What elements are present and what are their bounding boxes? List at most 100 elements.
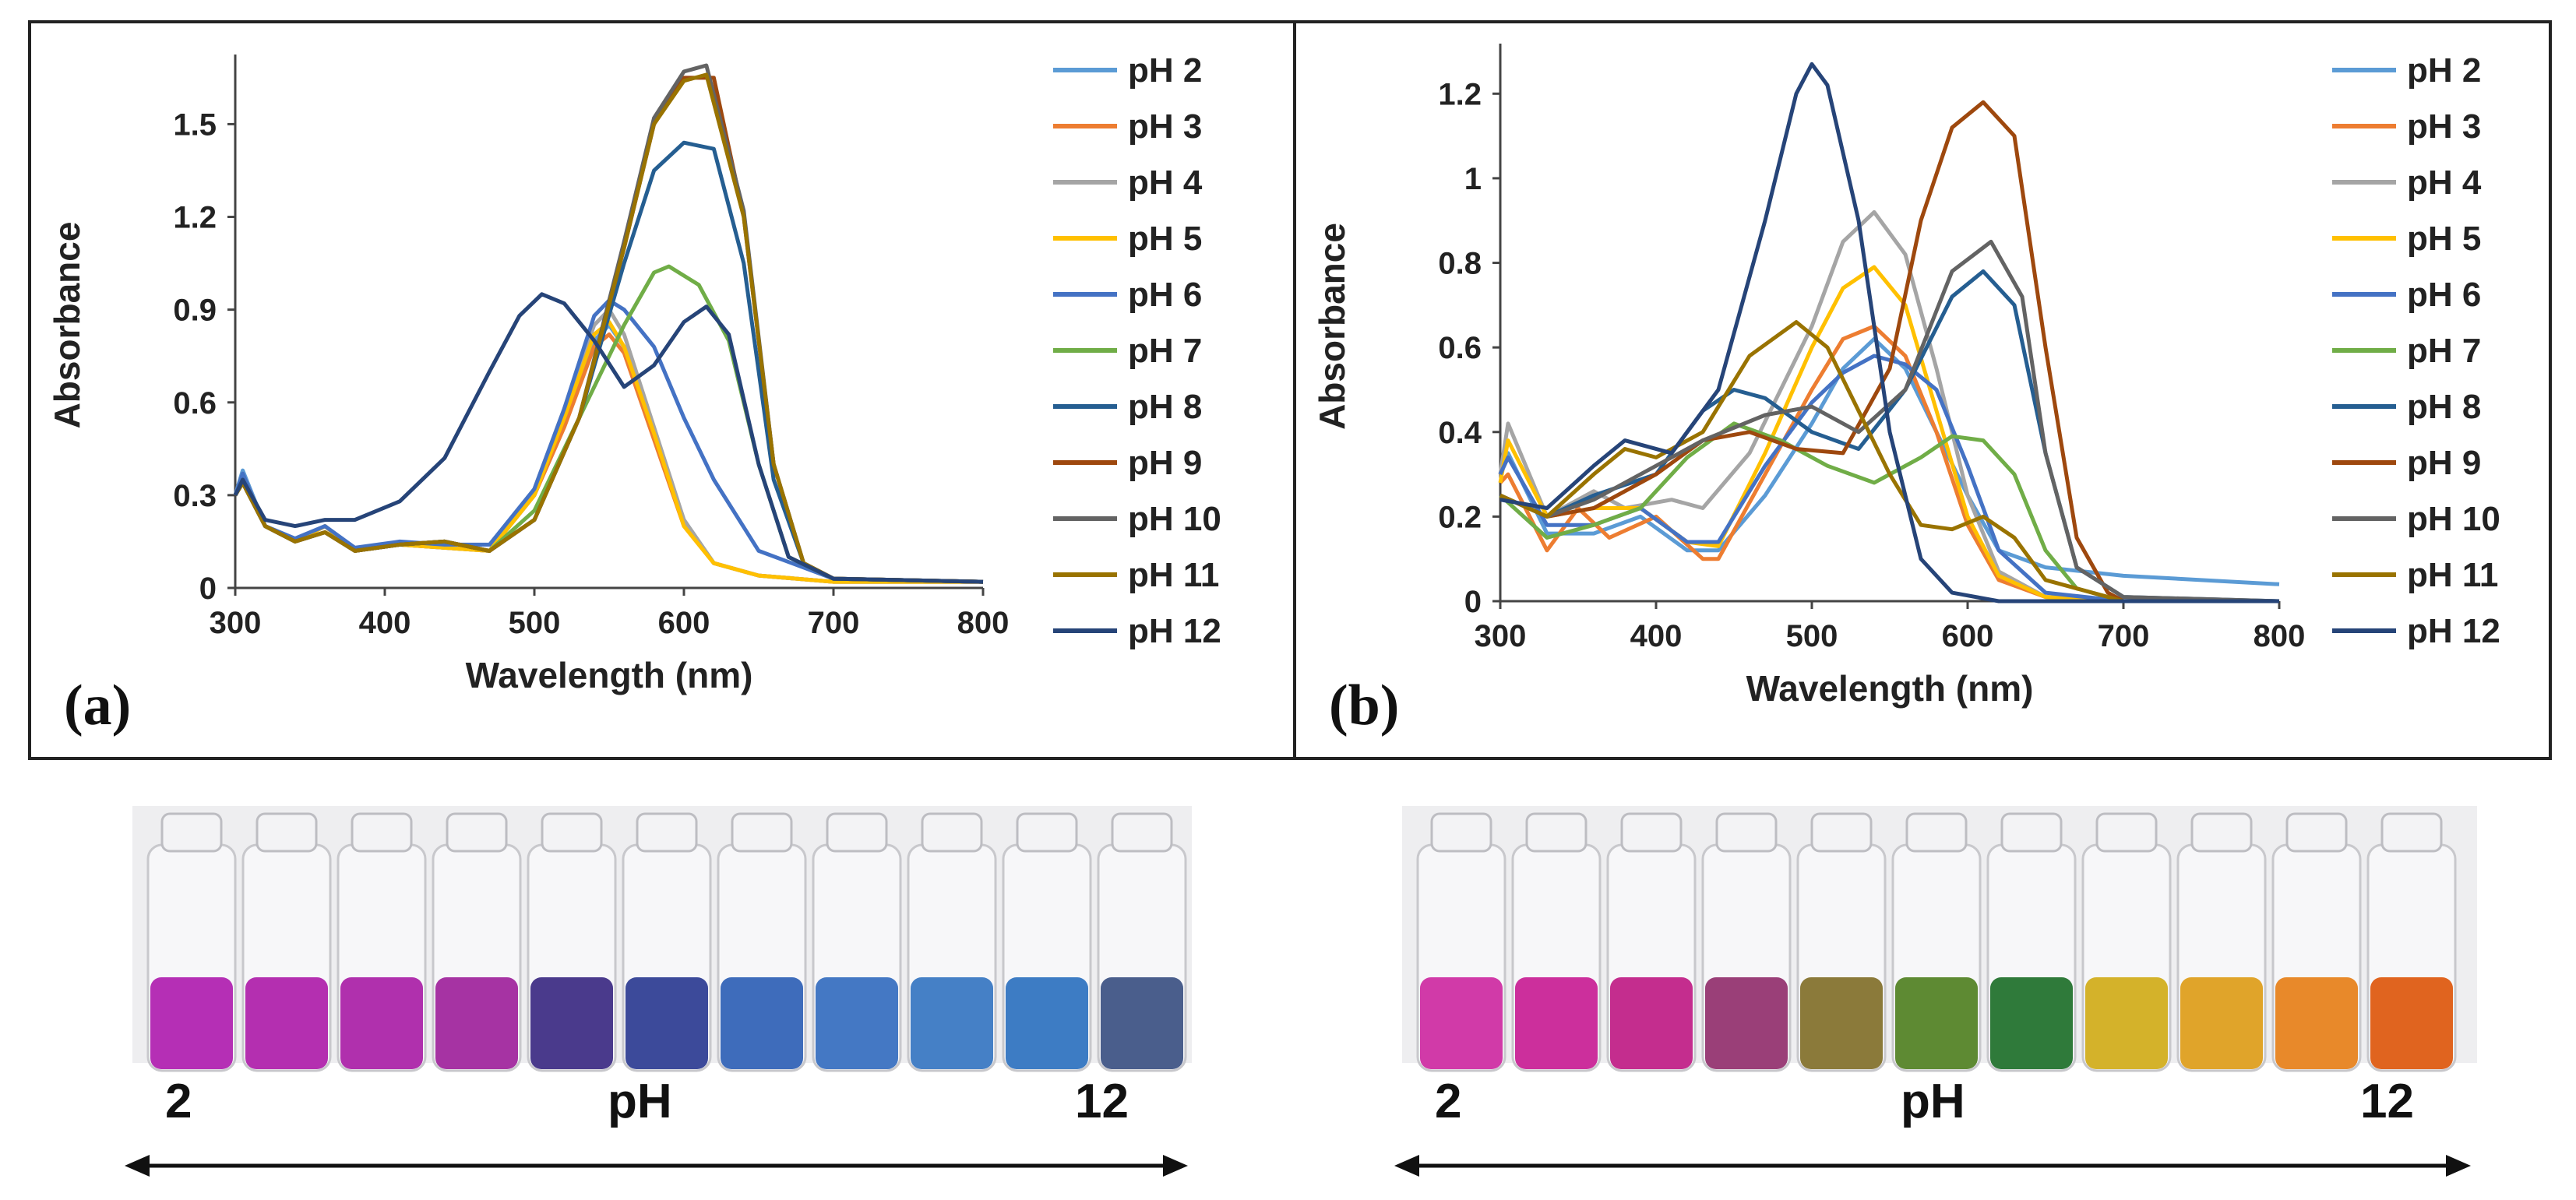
chart-a-legend-label: pH 8 [1128, 388, 1202, 426]
chart-b-y-tick-label: 1.2 [1438, 77, 1482, 111]
chart-a-y-tick-label: 1.2 [173, 201, 217, 235]
chart-b-y-tick-label: 0.6 [1438, 331, 1482, 365]
photo-a-vial-liquid [1006, 977, 1088, 1069]
chart-b-x-tick-label: 800 [2254, 619, 2306, 653]
photo-b-ph-start: 2 [1435, 1075, 1461, 1128]
chart-panels-frame [28, 20, 2552, 760]
chart-b-x-tick-label: 700 [2098, 619, 2150, 653]
chart-b-y-tick-label: 0.4 [1438, 416, 1482, 450]
chart-a-x-tick-label: 600 [658, 606, 710, 640]
chart-a-x-tick-label: 400 [359, 606, 411, 640]
chart-b-panel-label: (b) [1329, 674, 1399, 737]
photo-a-ph-end: 12 [1075, 1075, 1129, 1128]
photo-b-vial-liquid [1990, 977, 2073, 1069]
chart-a-x-tick-label: 700 [808, 606, 860, 640]
chart-a-legend-label: pH 12 [1128, 612, 1221, 650]
chart-b-x-tick-label: 400 [1630, 619, 1683, 653]
chart-b-legend-label: pH 9 [2407, 444, 2481, 482]
chart-b-legend-label: pH 3 [2407, 107, 2481, 146]
photo-b-vial-neck [2095, 812, 2158, 853]
chart-b-y-axis-title: Absorbance [1312, 223, 1352, 430]
chart-a-x-tick-label: 500 [509, 606, 561, 640]
photo-b-vial-neck [2000, 812, 2063, 853]
chart-a-legend-label: pH 6 [1128, 276, 1202, 314]
chart-b-legend-label: pH 4 [2407, 164, 2482, 202]
photo-a-vial-neck [351, 812, 413, 853]
photo-b-vial-liquid [2180, 977, 2263, 1069]
chart-b-legend-label: pH 2 [2407, 51, 2481, 90]
chart-a-x-tick-label: 800 [957, 606, 1010, 640]
chart-a-legend-label: pH 9 [1128, 444, 1202, 482]
chart-b-x-tick-label: 600 [1942, 619, 1994, 653]
photo-a-vial-liquid [625, 977, 708, 1069]
chart-b-x-axis-title: Wavelength (nm) [1746, 668, 2034, 709]
photo-a-vial-neck [1016, 812, 1078, 853]
chart-a-y-tick-label: 0.6 [173, 386, 217, 421]
photo-b-vial-neck [2285, 812, 2348, 853]
chart-a-legend-label: pH 3 [1128, 107, 1202, 146]
photo-a-vial-liquid [435, 977, 518, 1069]
photo-a-vial-neck [731, 812, 793, 853]
chart-b-series-line-ph-3 [1499, 324, 2279, 604]
photo-a-vial-liquid [721, 977, 803, 1069]
chart-b-y-tick-label: 1 [1464, 162, 1482, 196]
photo-b-vial-liquid [1800, 977, 1883, 1069]
photo-a-vial-neck [541, 812, 603, 853]
chart-b-legend-label: pH 5 [2407, 220, 2481, 258]
photo-a-vial-neck [446, 812, 508, 853]
chart-a: 300 400 500 600 700 800 0 0.3 0.6 0.9 1.2 1.5 Wavele… [47, 51, 1221, 737]
chart-b-series-line-ph-11 [1499, 320, 2279, 604]
chart-b-series-line-ph-12 [1499, 62, 2279, 604]
photo-b-vial-liquid [1610, 977, 1693, 1069]
chart-a-y-axis-title: Absorbance [47, 222, 87, 429]
photo-b-vial-liquid [2275, 977, 2358, 1069]
chart-b-y-tick-label: 0.2 [1438, 500, 1482, 534]
photo-b-vial-neck [1430, 812, 1492, 853]
photo-b-ph-title: pH [1901, 1075, 1965, 1128]
photo-b-vial-liquid [1515, 977, 1598, 1069]
chart-b-series-line-ph-6 [1498, 354, 2279, 604]
chart-b-series-line-ph-7 [1499, 421, 2279, 604]
photo-a-ph-arrow [125, 1155, 1188, 1177]
chart-a-series-line-ph-9 [233, 76, 984, 584]
photo-a-vial-neck [921, 812, 983, 853]
photo-a-vial-neck [636, 812, 698, 853]
chart-a-x-axis-title: Wavelength (nm) [466, 655, 753, 695]
photo-a-vial-liquid [245, 977, 328, 1069]
photo-a-vial-liquid [816, 977, 898, 1069]
vial-photo-a: 2 pH 12 [125, 806, 1192, 1177]
photo-b-ph-end: 12 [2360, 1075, 2414, 1128]
photo-b-vial-neck [1905, 812, 1968, 853]
chart-b-legend-label: pH 10 [2407, 500, 2500, 538]
chart-a-legend-label: pH 5 [1128, 220, 1202, 258]
photo-b-vial-neck [1525, 812, 1588, 853]
chart-a-plot-area: 300 400 500 600 700 800 0 0.3 0.6 0.9 1.2 1.5 Wavele… [47, 51, 1221, 695]
chart-a-y-tick-label: 0 [199, 572, 217, 606]
chart-a-y-tick-label: 0.3 [173, 479, 217, 513]
photo-b-vial-neck [2380, 812, 2443, 853]
vial-row-a [132, 806, 1192, 1072]
chart-a-panel-label: (a) [64, 674, 131, 737]
photo-a-vial-neck [255, 812, 318, 853]
photo-b-vial-liquid [1895, 977, 1978, 1069]
panel-divider [1293, 20, 1296, 760]
chart-a-series-line-ph-6 [233, 298, 984, 584]
chart-b-series-line-ph-10 [1499, 239, 2280, 604]
photo-b-vial-neck [1810, 812, 1873, 853]
photo-b-vial-neck [1715, 812, 1778, 853]
chart-a-legend-label: pH 11 [1128, 556, 1219, 594]
chart-a-x-tick-label: 300 [210, 606, 262, 640]
photo-a-vial-liquid [340, 977, 423, 1069]
photo-b-vial-neck [1620, 812, 1683, 853]
chart-b-plot-area: 300 400 500 600 700 800 0 0.2 0.4 0.6 0.8 1 1.2 Wavel… [1312, 44, 2500, 709]
photo-a-ph-start: 2 [165, 1075, 192, 1128]
photo-b-vial-neck [2190, 812, 2253, 853]
chart-a-series-line-ph-11 [233, 72, 984, 584]
chart-b-series-line-ph-2 [1498, 336, 2280, 586]
photo-a-vial-neck [826, 812, 888, 853]
chart-b-legend-label: pH 7 [2407, 332, 2481, 370]
chart-b-x-tick-label: 500 [1786, 619, 1838, 653]
chart-a-legend-label: pH 4 [1128, 164, 1203, 202]
chart-b-legend-label: pH 6 [2407, 276, 2481, 314]
